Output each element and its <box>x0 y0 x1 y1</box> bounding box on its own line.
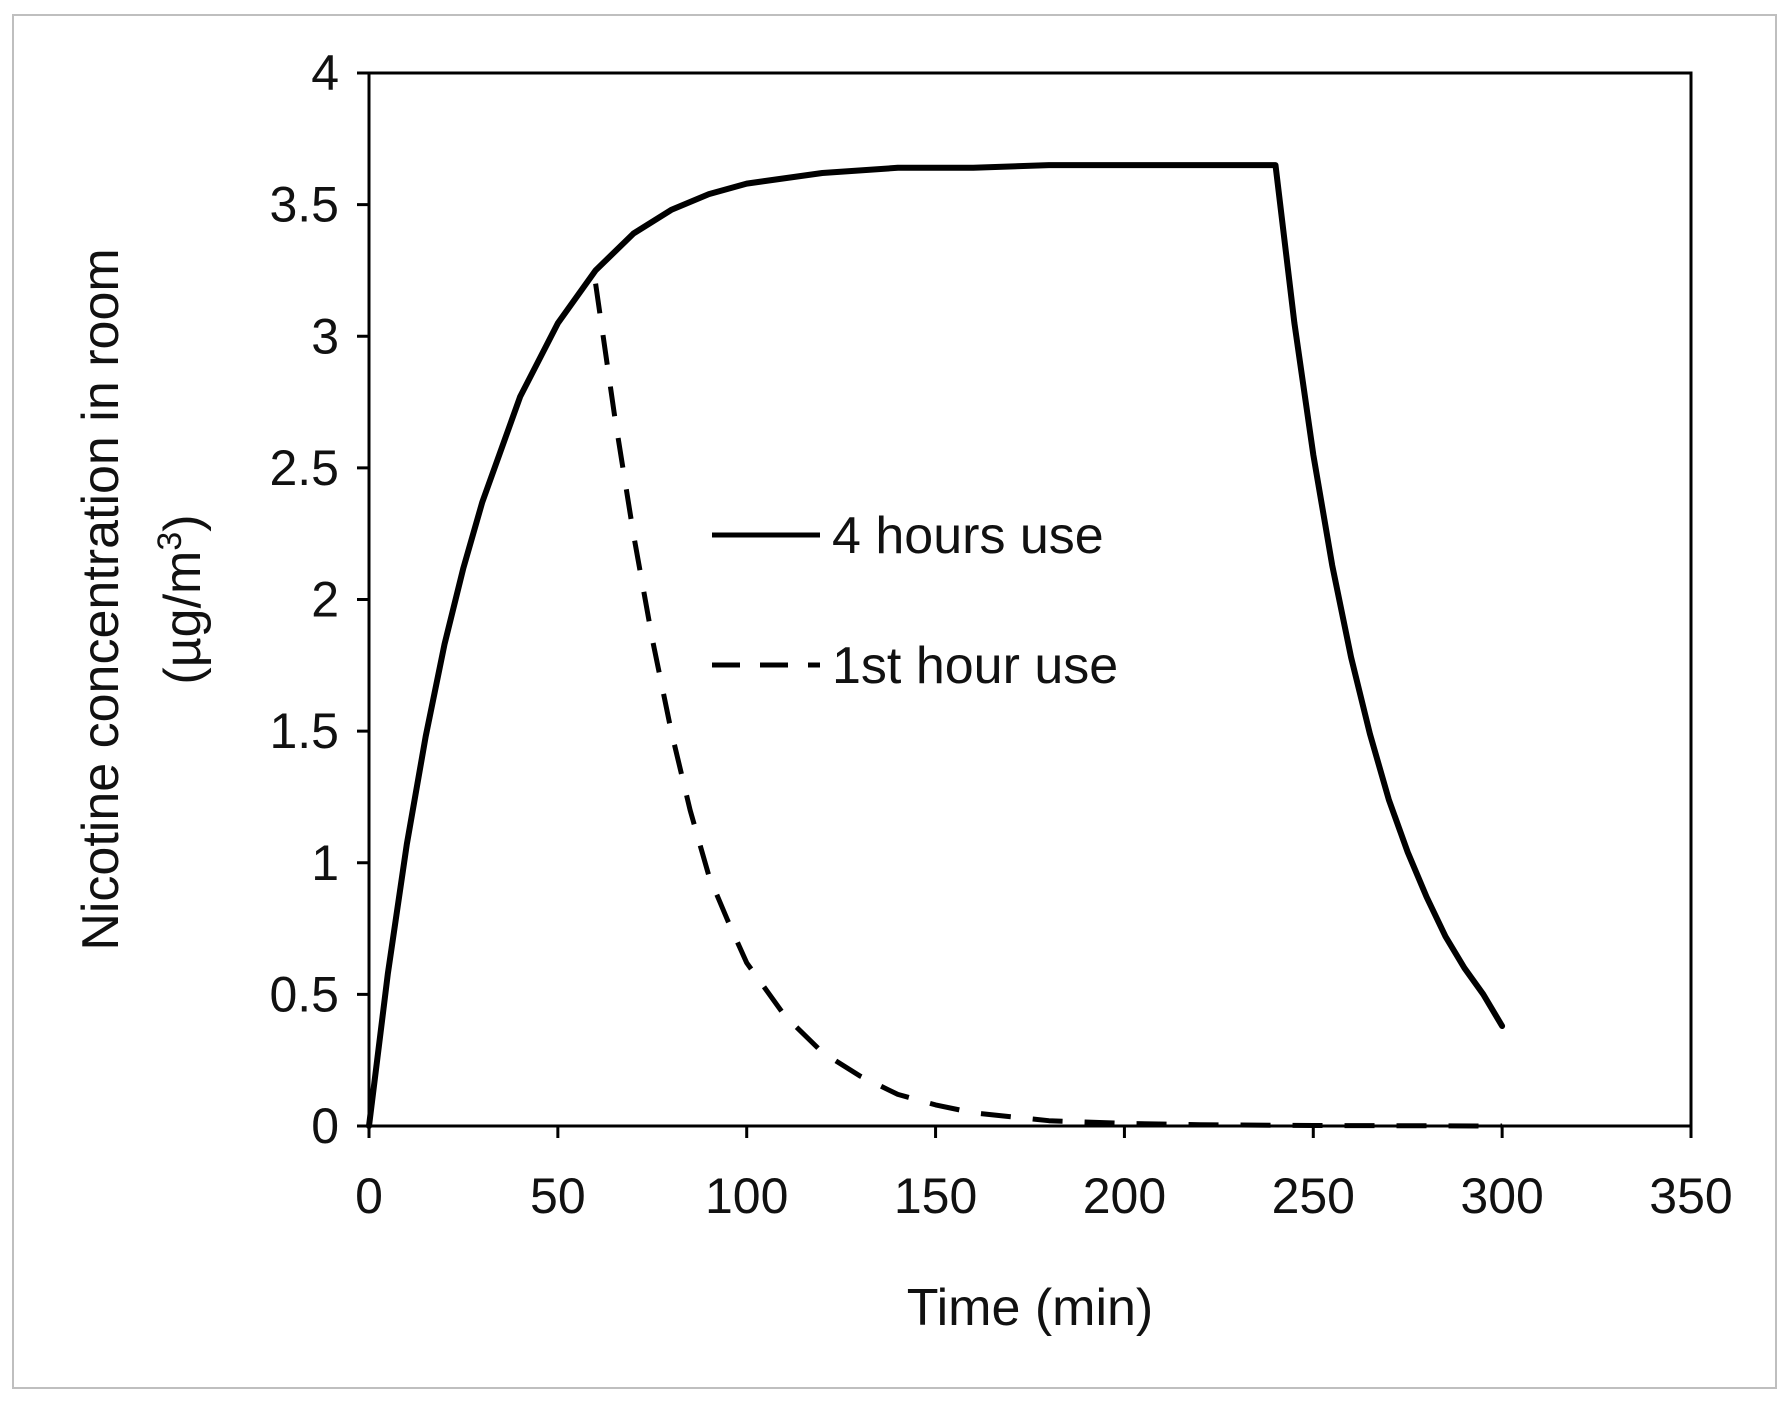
plot-layer <box>366 162 1506 1129</box>
x-tick-label: 300 <box>1460 1168 1543 1224</box>
y-tick-label: 4 <box>311 45 339 101</box>
x-tick-label: 100 <box>705 1168 788 1224</box>
y-axis-label-unit-superscript: 3 <box>151 532 189 551</box>
y-tick-label: 1.5 <box>269 703 339 759</box>
y-tick-label: 3 <box>311 308 339 364</box>
legend: 4 hours use 1st hour use <box>712 507 1118 695</box>
x-tick-label: 250 <box>1272 1168 1355 1224</box>
y-tick-label: 0 <box>311 1098 339 1154</box>
ticks-layer: 0 0.5 1 1.5 2 2.5 3 3.5 4 0 50 100 150 200 250 300 350 <box>269 45 1732 1224</box>
x-tick-label: 50 <box>530 1168 586 1224</box>
y-tick-label: 2 <box>311 572 339 628</box>
y-tick-label: 0.5 <box>269 966 339 1022</box>
x-tick-label: 350 <box>1649 1168 1732 1224</box>
x-tick-label: 0 <box>355 1168 383 1224</box>
plot-area <box>367 71 1693 1128</box>
y-axis-label-unit-suffix: ) <box>154 514 212 531</box>
y-axis-label-line2: (µg/m3) <box>151 514 212 684</box>
x-tick-label: 150 <box>894 1168 977 1224</box>
x-axis-label: Time (min) <box>907 1279 1154 1337</box>
x-tick-label: 200 <box>1083 1168 1166 1224</box>
y-tick-label: 1 <box>311 835 339 891</box>
chart-frame <box>12 14 1777 1389</box>
y-axis-label-unit-prefix: (µg/m <box>154 551 212 685</box>
y-axis-label-line1: Nicotine concentration in room <box>72 248 130 950</box>
legend-label-1st-hour-use: 1st hour use <box>832 637 1118 695</box>
y-tick-label: 3.5 <box>269 177 339 233</box>
y-tick-label: 2.5 <box>269 440 339 496</box>
series-line-1st-hour-use <box>593 283 1503 1129</box>
series-line-4-hours-use <box>366 162 1506 1129</box>
legend-label-4-hours-use: 4 hours use <box>832 507 1104 565</box>
